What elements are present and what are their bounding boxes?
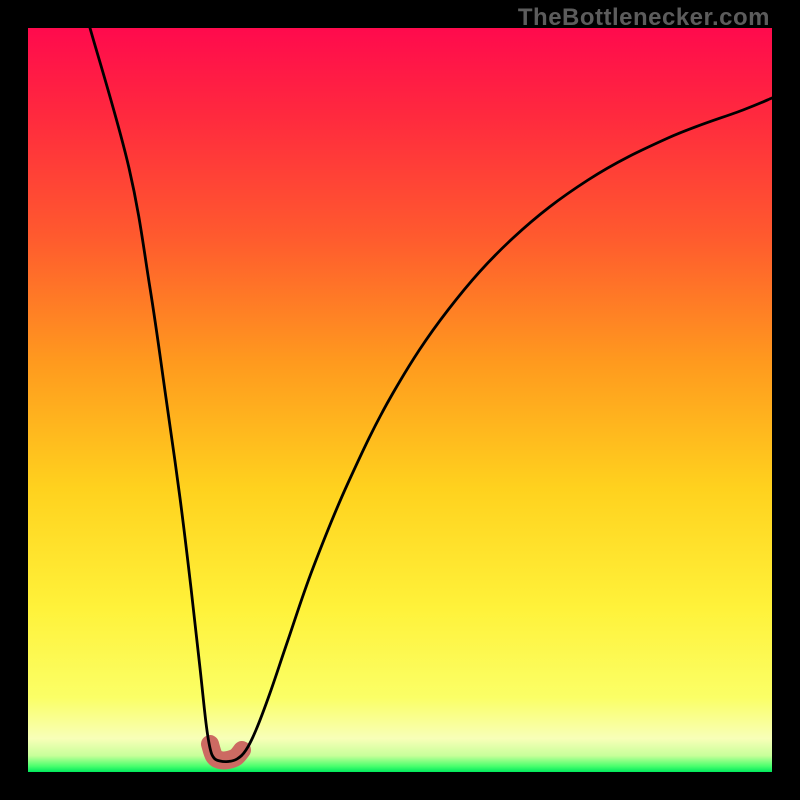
bottleneck-curve bbox=[90, 28, 772, 762]
chart-svg bbox=[28, 28, 772, 772]
chart-frame: TheBottlenecker.com bbox=[0, 0, 800, 800]
watermark-text: TheBottlenecker.com bbox=[518, 4, 770, 32]
